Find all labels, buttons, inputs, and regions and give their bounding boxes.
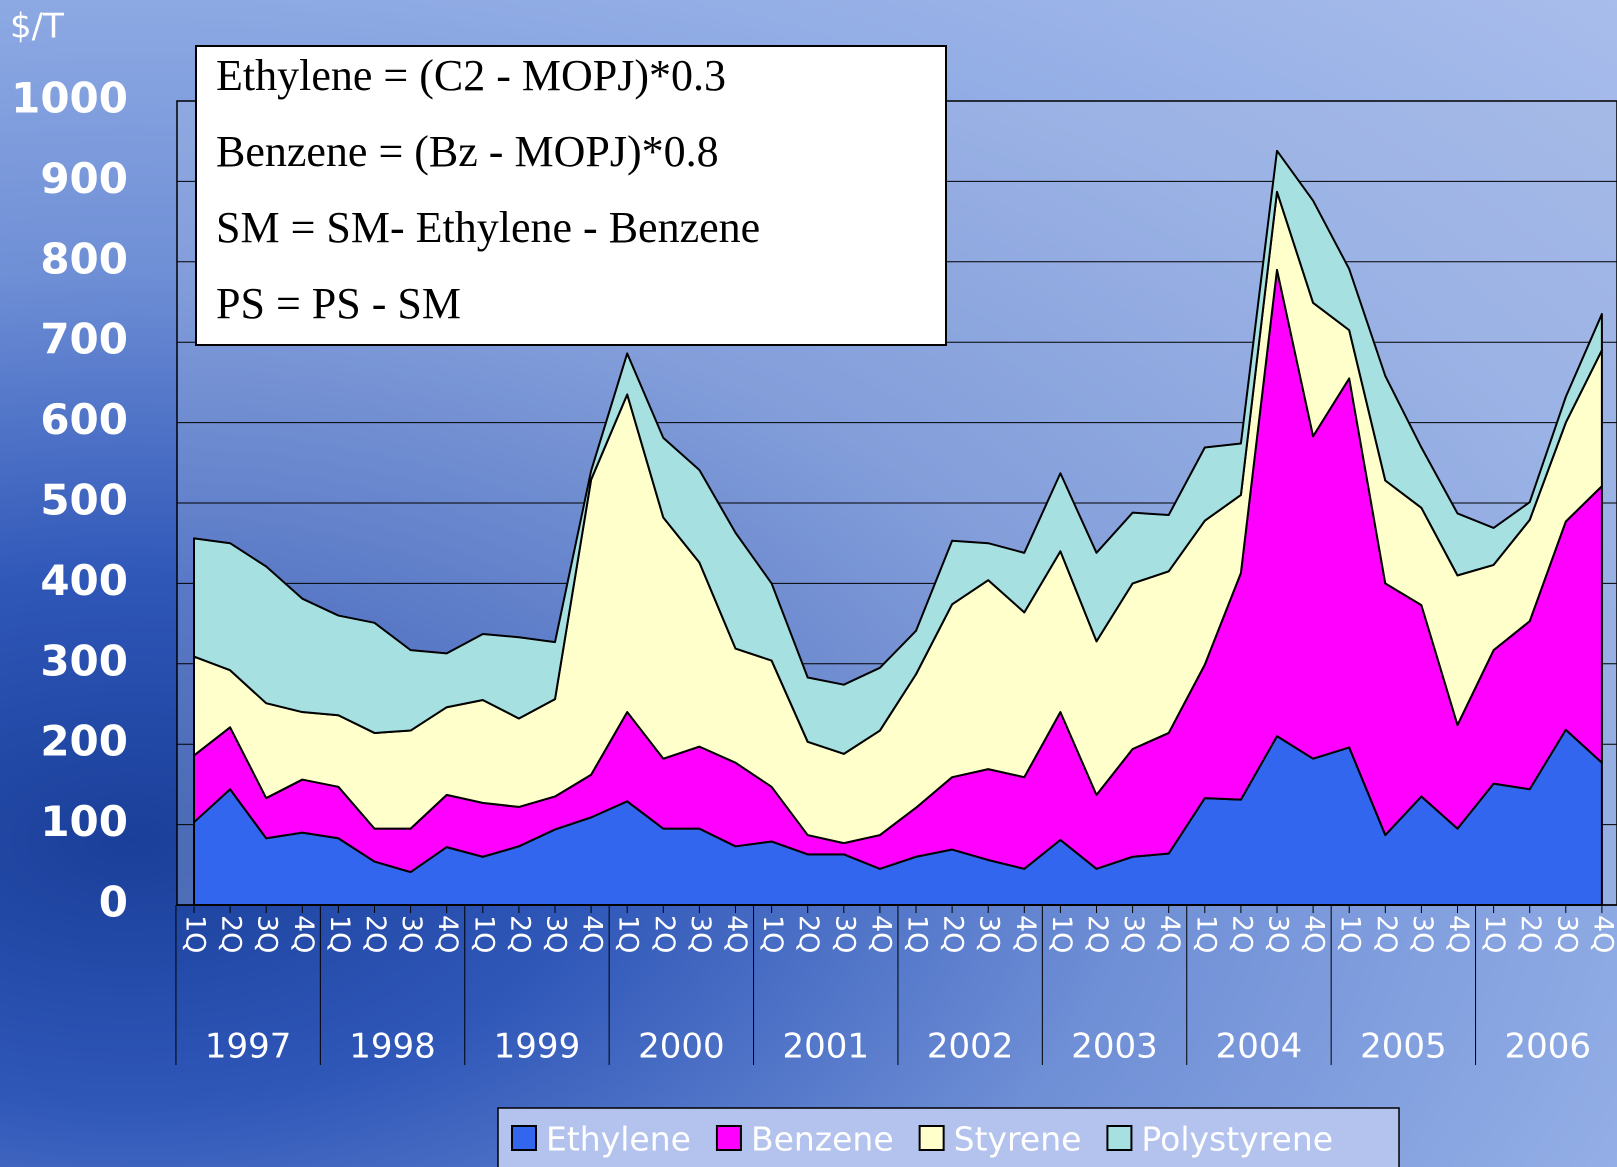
x-tick-label: 1Q: [1335, 915, 1366, 953]
x-tick-label: 3Q: [1118, 915, 1149, 953]
y-tick-label: 300: [40, 636, 128, 685]
x-tick-label: 4Q: [865, 915, 896, 953]
y-axis-label: $/T: [10, 7, 64, 47]
formula-text: Benzene = (Bz - MOPJ)*0.8: [216, 127, 719, 176]
x-tick-label: 1Q: [613, 915, 644, 953]
x-tick-label: 1Q: [324, 915, 355, 953]
x-tick-label: 3Q: [396, 915, 427, 953]
y-tick-label: 200: [40, 717, 128, 766]
formula-text: SM = SM- Ethylene - Benzene: [216, 203, 760, 252]
y-tick-label: 400: [40, 556, 128, 605]
x-tick-label: 4Q: [432, 915, 463, 953]
x-tick-label: 3Q: [1551, 915, 1582, 953]
y-tick-label: 100: [40, 797, 128, 846]
legend-swatch: [715, 1125, 742, 1151]
x-tick-label: 2Q: [1226, 915, 1257, 953]
x-tick-label: 4Q: [288, 915, 319, 953]
year-label: 1998: [349, 1027, 436, 1067]
year-label: 2005: [1360, 1027, 1447, 1067]
legend-swatch: [918, 1125, 945, 1151]
x-tick-label: 4Q: [1443, 915, 1474, 953]
x-tick-label: 1Q: [757, 915, 788, 953]
x-tick-label: 1Q: [902, 915, 933, 953]
year-label: 2006: [1504, 1027, 1591, 1067]
x-tick-label: 4Q: [721, 915, 752, 953]
x-tick-label: 3Q: [1263, 915, 1294, 953]
x-tick-label: 4Q: [1299, 915, 1330, 953]
x-tick-label: 1Q: [1190, 915, 1221, 953]
x-tick-label: 4Q: [1587, 915, 1617, 953]
x-tick-label: 2Q: [793, 915, 824, 953]
legend-label: Benzene: [751, 1120, 894, 1159]
year-label: 1997: [205, 1027, 292, 1067]
legend-swatch: [511, 1125, 537, 1151]
x-tick-label: 4Q: [1154, 915, 1185, 953]
y-tick-label: 700: [40, 315, 128, 364]
x-tick-label: 1Q: [468, 915, 499, 953]
year-label: 2004: [1216, 1027, 1303, 1067]
y-tick-label: 500: [40, 476, 128, 525]
x-tick-label: 3Q: [829, 915, 860, 953]
x-tick-label: 2Q: [504, 915, 535, 953]
x-tick-label: 2Q: [1515, 915, 1546, 953]
x-tick-label: 2Q: [938, 915, 969, 953]
x-tick-label: 3Q: [974, 915, 1005, 953]
x-tick-label: 2Q: [1082, 915, 1113, 953]
x-tick-label: 1Q: [1046, 915, 1077, 953]
formula-text: Ethylene = (C2 - MOPJ)*0.3: [216, 51, 726, 100]
x-tick-label: 1Q: [1479, 915, 1510, 953]
x-tick-label: 2Q: [649, 915, 680, 953]
x-tick-label: 2Q: [360, 915, 391, 953]
legend-swatch: [1106, 1125, 1133, 1151]
y-tick-label: 900: [40, 154, 128, 203]
legend-label: Polystyrene: [1141, 1120, 1333, 1159]
x-tick-label: 3Q: [541, 915, 572, 953]
year-label: 2003: [1071, 1027, 1158, 1067]
legend-box: [497, 1107, 1400, 1167]
y-tick-label: 600: [40, 395, 128, 444]
year-label: 2002: [927, 1027, 1014, 1067]
x-tick-label: 2Q: [216, 915, 247, 953]
x-tick-label: 4Q: [1010, 915, 1041, 953]
formula-box-bg: [195, 45, 947, 346]
legend-label: Styrene: [954, 1120, 1082, 1159]
x-tick-label: 3Q: [1407, 915, 1438, 953]
formula-box: Ethylene = (C2 - MOPJ)*0.3 Benzene = (Bz …: [195, 45, 947, 346]
y-tick-label: 800: [40, 234, 128, 283]
year-label: 1999: [494, 1027, 581, 1067]
x-tick-label: 3Q: [252, 915, 283, 953]
x-tick-label: 1Q: [180, 915, 211, 953]
x-tick-label: 4Q: [577, 915, 608, 953]
x-tick-label: 2Q: [1371, 915, 1402, 953]
x-tick-label: 3Q: [685, 915, 716, 953]
legend: Ethylene Benzene Styrene Polystyrene: [497, 1107, 1400, 1167]
legend-label: Ethylene: [546, 1120, 691, 1159]
y-tick-label: 0: [99, 878, 128, 927]
y-tick-label: 1000: [11, 74, 128, 123]
year-label: 2000: [638, 1027, 725, 1067]
formula-text: PS = PS - SM: [216, 279, 461, 328]
area: [193, 149, 1603, 755]
year-label: 2001: [782, 1027, 869, 1067]
